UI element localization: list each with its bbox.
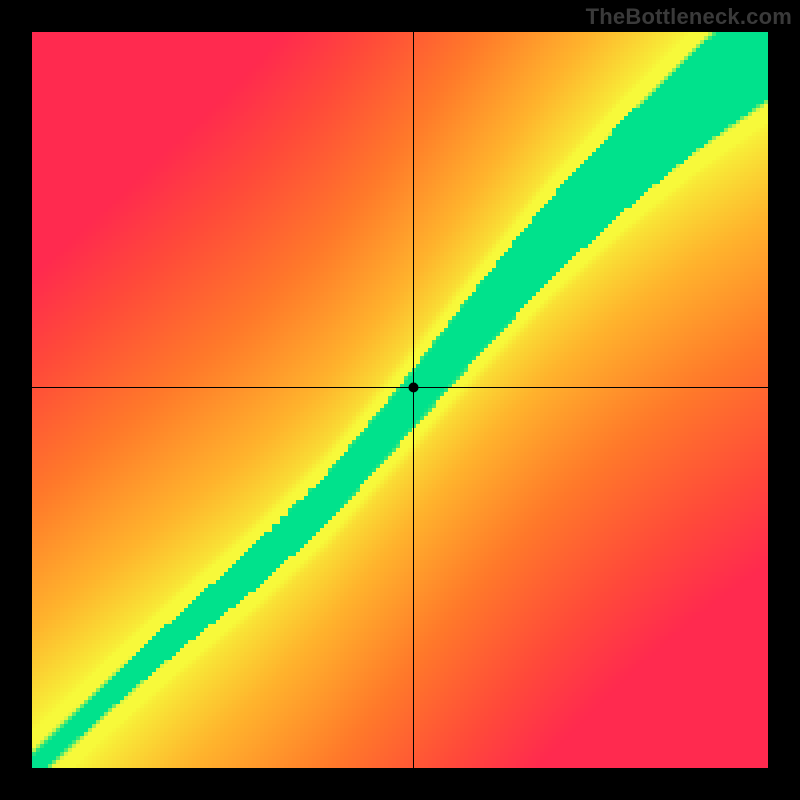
- crosshair-overlay: [32, 32, 768, 768]
- watermark-text: TheBottleneck.com: [586, 4, 792, 30]
- stage: TheBottleneck.com: [0, 0, 800, 800]
